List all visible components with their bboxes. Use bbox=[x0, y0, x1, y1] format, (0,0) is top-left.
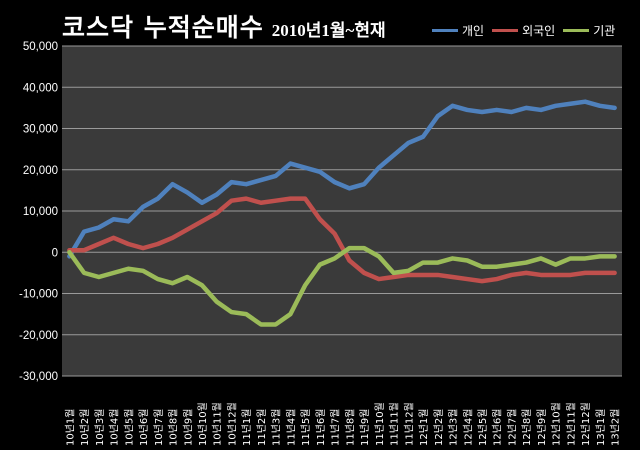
x-tick-label: 11년11월 bbox=[389, 402, 401, 446]
y-axis: 50,000 40,000 30,000 20,000 10,000 0 -10,000 -2… bbox=[19, 41, 58, 383]
x-tick-label: 11년9월 bbox=[359, 409, 371, 447]
x-tick-label: 11년12월 bbox=[403, 402, 415, 446]
x-tick-label: 12년9월 bbox=[536, 409, 548, 447]
x-tick-label: 12년8월 bbox=[521, 409, 533, 447]
x-tick-label: 10년8월 bbox=[168, 409, 180, 447]
y-tick-label: 10,000 bbox=[23, 206, 58, 218]
x-tick-label: 12년2월 bbox=[433, 409, 445, 447]
series-line-2 bbox=[67, 245, 617, 327]
legend-swatch-individual bbox=[432, 29, 458, 32]
y-tick-label: -30,000 bbox=[19, 371, 58, 383]
legend: 개인 외국인 기관 bbox=[432, 22, 615, 39]
x-tick-label: 10년11월 bbox=[212, 402, 224, 446]
legend-label-foreign: 외국인 bbox=[522, 24, 556, 38]
x-tick-label: 12년5월 bbox=[477, 409, 489, 447]
legend-label-institution: 기관 bbox=[593, 24, 616, 38]
chart-title-main: 코스닥 누적순매수 bbox=[62, 13, 264, 42]
y-tick-label: -20,000 bbox=[19, 330, 58, 342]
y-tick-label: 40,000 bbox=[23, 82, 58, 94]
x-tick-label: 10년4월 bbox=[109, 409, 121, 447]
series-lines bbox=[67, 99, 617, 327]
y-tick-label: -10,000 bbox=[19, 289, 58, 301]
legend-item-individual: 개인 bbox=[432, 22, 484, 39]
y-tick-label: 50,000 bbox=[23, 41, 58, 53]
legend-swatch-foreign bbox=[492, 29, 519, 32]
x-tick-label: 10년2월 bbox=[79, 409, 91, 447]
chart-title: 코스닥 누적순매수 2010년1월~현재 bbox=[62, 8, 386, 44]
gridlines bbox=[62, 45, 622, 377]
x-tick-label: 12년6월 bbox=[492, 409, 504, 447]
x-tick-label: 11년2월 bbox=[256, 409, 268, 447]
x-tick-label: 12년10월 bbox=[551, 402, 563, 446]
x-tick-label: 11년1월 bbox=[241, 409, 253, 447]
x-axis: 10년1월 10년2월 10년3월 10년4월 10년5월 10년6월 10년7월 10년8월… bbox=[64, 402, 621, 446]
series-line-0 bbox=[67, 99, 617, 259]
series-line-1 bbox=[67, 196, 617, 284]
x-tick-label: 13년1월 bbox=[595, 409, 607, 447]
x-tick-label: 12년7월 bbox=[506, 409, 518, 447]
legend-item-foreign: 외국인 bbox=[492, 22, 555, 39]
x-tick-label: 10년6월 bbox=[138, 409, 150, 447]
y-tick-label: 20,000 bbox=[23, 165, 58, 177]
x-tick-label: 13년2월 bbox=[610, 409, 622, 447]
x-tick-label: 11년5월 bbox=[300, 409, 312, 447]
x-tick-label: 10년3월 bbox=[94, 409, 106, 447]
chart-subtitle: 2010년1월~현재 bbox=[271, 21, 386, 40]
legend-label-individual: 개인 bbox=[462, 24, 485, 38]
x-tick-label: 10년1월 bbox=[64, 409, 76, 447]
x-tick-label: 11년7월 bbox=[330, 409, 342, 447]
x-tick-label: 12년11월 bbox=[565, 402, 577, 446]
x-tick-label: 11년10월 bbox=[374, 402, 386, 446]
x-tick-label: 12년12월 bbox=[580, 402, 592, 446]
x-tick-label: 10년7월 bbox=[153, 409, 165, 447]
y-tick-label: 0 bbox=[52, 247, 58, 259]
x-tick-label: 12년1월 bbox=[418, 409, 430, 447]
x-tick-label: 11년4월 bbox=[285, 409, 297, 447]
x-tick-label: 11년8월 bbox=[344, 409, 356, 447]
x-tick-label: 12년3월 bbox=[448, 409, 460, 447]
x-tick-label: 10년9월 bbox=[182, 409, 194, 447]
x-tick-label: 12년4월 bbox=[462, 409, 474, 447]
legend-item-institution: 기관 bbox=[563, 22, 615, 39]
x-tick-label: 11년3월 bbox=[271, 409, 283, 447]
x-tick-label: 10년12월 bbox=[226, 402, 238, 446]
legend-swatch-institution bbox=[563, 29, 590, 32]
x-tick-label: 11년6월 bbox=[315, 409, 327, 447]
x-tick-label: 10년10월 bbox=[197, 402, 209, 446]
x-tick-label: 10년5월 bbox=[123, 409, 135, 447]
y-tick-label: 30,000 bbox=[23, 124, 58, 136]
